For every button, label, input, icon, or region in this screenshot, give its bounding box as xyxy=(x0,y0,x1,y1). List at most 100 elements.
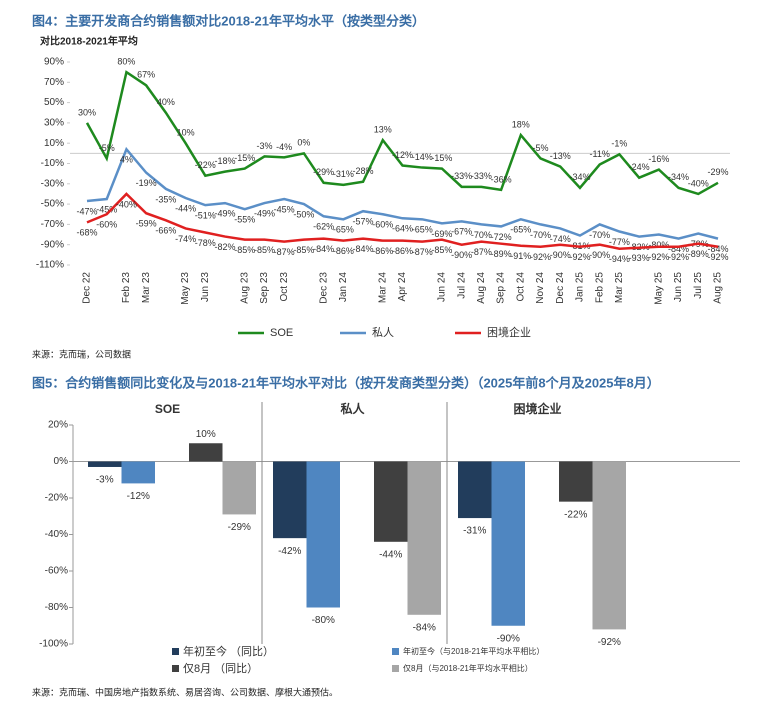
data-label: -3% xyxy=(96,475,114,486)
bar xyxy=(306,461,340,608)
data-label: -13% xyxy=(550,151,571,161)
data-label: -92% xyxy=(648,252,669,262)
data-label: -80% xyxy=(648,240,669,250)
data-label: 10% xyxy=(177,128,195,138)
y-tick-label: 90% xyxy=(44,57,64,68)
y-tick-label: -30% xyxy=(41,178,64,189)
data-label: -65% xyxy=(333,225,354,235)
x-tick-label: Feb 23 xyxy=(121,272,132,304)
data-label: -12% xyxy=(127,491,150,502)
x-tick-label: Mar 25 xyxy=(614,272,625,304)
data-label: -84% xyxy=(353,244,374,254)
data-label: 4% xyxy=(120,155,133,165)
data-label: -14% xyxy=(412,152,433,162)
data-label: -89% xyxy=(688,249,709,259)
x-tick-label: Jun 25 xyxy=(673,272,684,302)
data-label: -74% xyxy=(175,234,196,244)
data-label: -87% xyxy=(412,247,433,257)
data-label: -1% xyxy=(611,139,627,149)
x-tick-label: Jan 24 xyxy=(338,272,349,302)
data-label: -29% xyxy=(313,167,334,177)
data-label: -44% xyxy=(379,549,402,560)
y-tick-label: 0% xyxy=(54,456,69,467)
data-label: -92% xyxy=(668,252,689,262)
data-label: -70% xyxy=(530,230,551,240)
data-label: -15% xyxy=(234,153,255,163)
x-tick-label: Sep 24 xyxy=(496,272,507,304)
data-label: -3% xyxy=(256,141,272,151)
data-label: -51% xyxy=(195,210,216,220)
data-label: -19% xyxy=(136,178,157,188)
x-tick-label: Dec 24 xyxy=(555,272,566,304)
data-label: -15% xyxy=(431,153,452,163)
legend-swatch xyxy=(172,648,179,655)
data-label: -87% xyxy=(471,247,492,257)
x-tick-label: Aug 24 xyxy=(476,272,487,304)
data-label: -66% xyxy=(155,226,176,236)
y-tick-label: -10% xyxy=(41,158,64,169)
series-line xyxy=(86,146,719,240)
x-tick-label: May 25 xyxy=(653,272,664,305)
data-label: -72% xyxy=(491,232,512,242)
data-label: -64% xyxy=(392,224,413,234)
x-tick-label: Nov 24 xyxy=(535,272,546,304)
data-label: -86% xyxy=(372,246,393,256)
data-label: -93% xyxy=(629,253,650,263)
data-label: -40% xyxy=(116,199,137,209)
data-label: -35% xyxy=(155,194,176,204)
data-label: -94% xyxy=(609,254,630,264)
data-label: 40% xyxy=(157,97,175,107)
data-label: -33% xyxy=(451,171,472,181)
data-label: 30% xyxy=(78,107,96,117)
data-label: 13% xyxy=(374,125,392,135)
y-tick-label: -50% xyxy=(41,199,64,210)
data-label: -84% xyxy=(413,622,436,633)
y-tick-label: 30% xyxy=(44,118,64,129)
bar xyxy=(592,461,626,630)
legend-label: 仅8月（与2018-21年平均水平相比） xyxy=(403,663,533,673)
data-label: -82% xyxy=(215,242,236,252)
data-label: -84% xyxy=(313,244,334,254)
bar xyxy=(374,461,408,542)
data-label: -85% xyxy=(431,245,452,255)
x-tick-label: Sep 23 xyxy=(259,272,270,304)
x-tick-label: Apr 24 xyxy=(397,272,408,302)
x-tick-label: Mar 24 xyxy=(377,272,388,304)
data-label: -77% xyxy=(609,237,630,247)
y-tick-label: 20% xyxy=(48,420,68,431)
panel-header: 私人 xyxy=(339,401,365,416)
legend-swatch xyxy=(392,648,399,655)
legend-label: 年初至今 （同比） xyxy=(183,644,274,658)
bar xyxy=(222,461,256,515)
y-tick-label: -60% xyxy=(45,566,68,577)
legend-label: 私人 xyxy=(372,326,394,339)
data-label: -29% xyxy=(228,522,251,533)
source: 来源：克而瑞，公司数据 xyxy=(32,348,131,359)
x-tick-label: Jul 24 xyxy=(456,272,467,299)
data-label: -12% xyxy=(392,150,413,160)
data-label: -24% xyxy=(629,162,650,172)
data-label: -5% xyxy=(99,143,115,153)
data-label: -31% xyxy=(463,526,486,537)
chart-title: 图4：主要开发商合约销售额对比2018-21年平均水平（按类型分类） xyxy=(32,13,425,28)
data-label: -45% xyxy=(274,204,295,214)
data-label: -80% xyxy=(312,615,335,626)
data-label: -89% xyxy=(491,249,512,259)
data-label: -11% xyxy=(590,149,610,159)
bar xyxy=(121,461,155,484)
data-label: -65% xyxy=(412,225,433,235)
x-tick-label: Jun 23 xyxy=(200,272,211,302)
data-label: -60% xyxy=(372,220,393,230)
series-line xyxy=(85,70,719,196)
data-label: -87% xyxy=(274,247,295,257)
bar xyxy=(559,461,593,502)
data-label: -16% xyxy=(648,154,669,164)
x-tick-label: Oct 23 xyxy=(279,272,290,302)
data-label: -34% xyxy=(569,172,590,182)
data-label: -92% xyxy=(569,252,590,262)
x-tick-label: Mar 23 xyxy=(141,272,152,304)
data-label: -86% xyxy=(392,246,413,256)
data-label: -65% xyxy=(510,225,531,235)
y-tick-label: -90% xyxy=(41,239,64,250)
data-label: -74% xyxy=(550,234,571,244)
